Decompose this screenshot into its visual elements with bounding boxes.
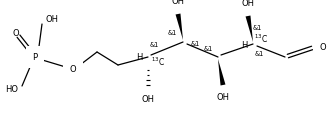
Text: &1: &1	[150, 42, 159, 48]
Text: OH: OH	[171, 0, 184, 7]
Text: OH: OH	[142, 95, 154, 104]
Text: OH: OH	[242, 0, 254, 9]
Text: O: O	[320, 42, 327, 51]
Polygon shape	[246, 16, 253, 42]
Text: $^{13}$C: $^{13}$C	[254, 33, 268, 45]
Text: &1: &1	[168, 30, 177, 36]
Text: H: H	[136, 53, 142, 62]
Text: &1: &1	[253, 25, 262, 31]
Text: HO: HO	[5, 86, 18, 95]
Text: H: H	[241, 42, 247, 51]
Polygon shape	[218, 59, 225, 86]
Text: &1: &1	[191, 41, 200, 47]
Text: &1: &1	[203, 46, 213, 52]
Text: O: O	[13, 29, 19, 38]
Text: $^{13}$C: $^{13}$C	[151, 56, 165, 68]
Text: O: O	[70, 66, 76, 75]
Text: P: P	[32, 53, 38, 62]
Text: &1: &1	[255, 51, 264, 57]
Text: OH: OH	[216, 93, 230, 102]
Text: OH: OH	[46, 15, 59, 24]
Polygon shape	[176, 14, 183, 40]
